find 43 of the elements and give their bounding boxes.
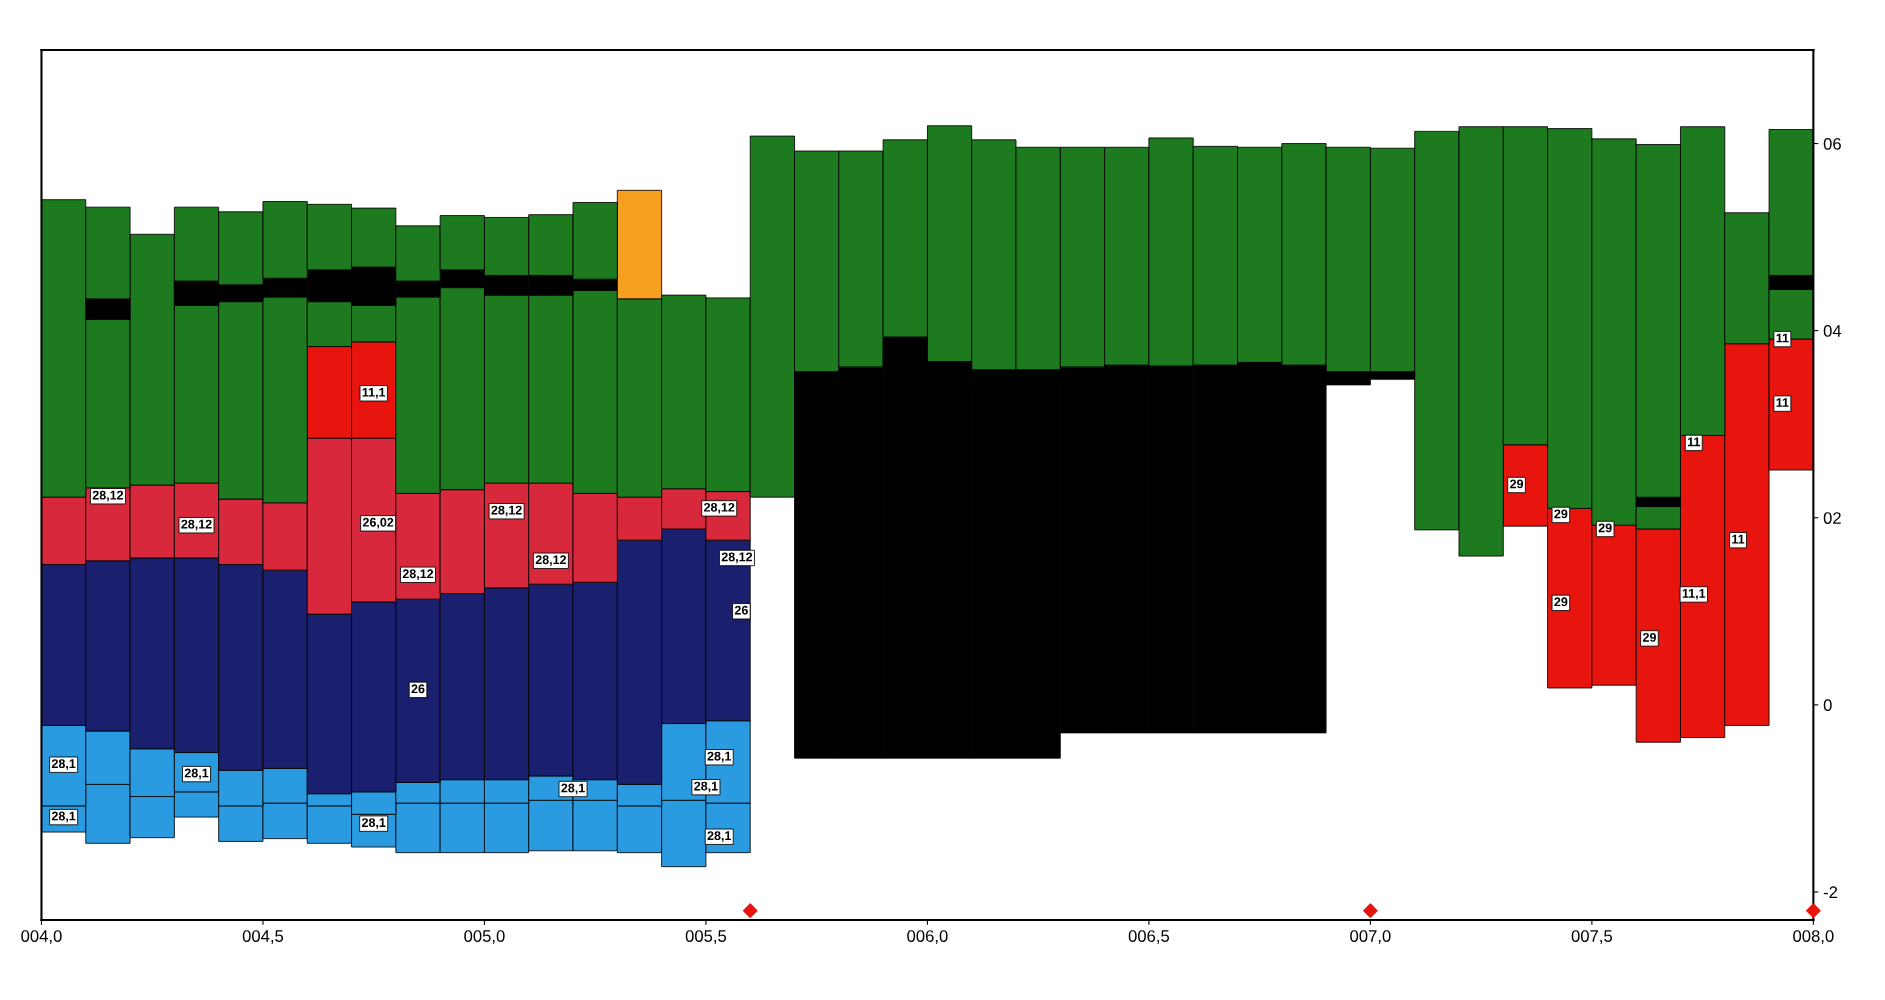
annotation: 29 (1554, 597, 1568, 607)
x-tick-label: 005,5 (685, 930, 727, 944)
annotation: 28,12 (181, 519, 212, 531)
annotation: 28,12 (535, 555, 567, 566)
annotation: 11 (1776, 398, 1789, 407)
annotation: 28,12 (721, 552, 753, 564)
x-tick-label: 008,0 (1793, 930, 1834, 944)
y-tick-label: 06 (1823, 137, 1841, 150)
annotation: 26 (411, 684, 425, 694)
annotation: 29 (1510, 479, 1524, 489)
y-tick-label: 04 (1823, 325, 1842, 337)
y-tick-label: -2 (1823, 886, 1838, 898)
annotation: 28,12 (92, 490, 124, 502)
annotation: 11 (1776, 333, 1789, 343)
annotation: 29 (1554, 509, 1568, 519)
annotation: 11,1 (1682, 589, 1706, 600)
annotation: 29 (1642, 632, 1656, 642)
annotation: 11 (1732, 534, 1745, 544)
x-tick-label: 006,5 (1128, 930, 1170, 944)
annotation: 28,1 (51, 811, 76, 823)
x-tick-label: 007,5 (1571, 930, 1613, 944)
annotation: 28,1 (561, 783, 585, 795)
annotation: 28,1 (707, 751, 732, 763)
y-tick-label: 02 (1823, 512, 1841, 524)
annotation: 28,1 (51, 759, 76, 770)
x-tick-label: 005,0 (464, 930, 505, 944)
annotation: 28,12 (704, 502, 735, 514)
annotation: 28,1 (694, 781, 718, 793)
annotation: 28,1 (361, 818, 386, 829)
annotation: 28,12 (402, 569, 434, 580)
x-tick-label: 006,0 (907, 930, 948, 944)
y-tick-label: 0 (1823, 699, 1832, 712)
annotation: 11,1 (362, 387, 386, 399)
x-tick-label: 004,5 (242, 930, 284, 944)
annotation: 29 (1598, 523, 1612, 533)
annotation: 28,1 (184, 768, 209, 780)
annotation: 26,02 (362, 517, 394, 529)
annotation: 26 (734, 605, 748, 615)
annotation: 28,12 (491, 505, 522, 517)
annotation: 28,1 (707, 831, 732, 842)
annotation: 11 (1687, 437, 1701, 447)
x-tick-label: 007,0 (1350, 930, 1391, 944)
x-tick-label: 004,0 (21, 930, 62, 944)
